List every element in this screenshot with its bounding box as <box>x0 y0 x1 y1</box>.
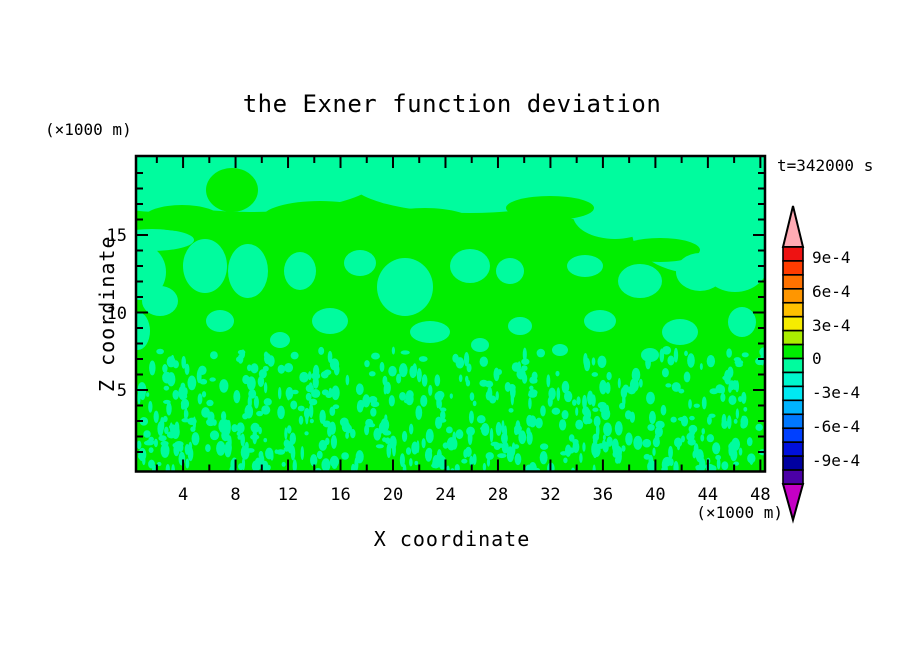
colorbar-segment <box>782 413 804 430</box>
x-tick-label: 24 <box>435 485 456 505</box>
field <box>136 156 765 472</box>
x-tick-label: 16 <box>330 485 351 505</box>
colorbar-tick-label: 0 <box>812 349 822 369</box>
colorbar-segment <box>782 246 804 262</box>
x-tick-label: 40 <box>645 485 666 505</box>
colorbar-segment <box>782 455 804 471</box>
y-tick-label: 15 <box>106 226 127 246</box>
x-tick-label: 20 <box>382 485 404 505</box>
colorbar-segment <box>782 469 804 485</box>
colorbar-segment <box>782 399 804 416</box>
colorbar-segment <box>782 441 804 457</box>
colorbar-tick-label: -3e-4 <box>812 383 861 403</box>
x-tick-label: 12 <box>277 485 299 505</box>
plot-frame <box>134 154 767 473</box>
x-tick-label: 32 <box>540 485 561 505</box>
y-tick-label: 5 <box>116 381 127 401</box>
time-annotation: t=342000 s <box>777 156 874 175</box>
colorbar-tick-label: -6e-4 <box>812 417 861 437</box>
colorbar-segment <box>782 371 804 388</box>
colorbar-segment <box>782 343 804 360</box>
colorbar-segment <box>782 274 804 290</box>
colorbar-segment <box>782 357 804 374</box>
x-tick-label: 36 <box>592 485 614 505</box>
colorbar-segment <box>782 315 804 332</box>
x-tick-label: 48 <box>750 485 771 505</box>
colorbar-segment <box>782 427 804 443</box>
colorbar-tick-label: 6e-4 <box>812 281 851 301</box>
chart-title: the Exner function deviation <box>242 90 662 118</box>
x-axis-unit-label: (×1000 m) <box>696 503 783 522</box>
x-tick-label: 28 <box>487 485 509 505</box>
colorbar-segment <box>782 329 804 346</box>
x-tick-label: 8 <box>230 485 241 505</box>
colorbar-over-arrow <box>781 205 805 248</box>
x-tick-label: 4 <box>177 485 189 505</box>
y-tick-label: 10 <box>106 303 127 324</box>
colorbar-tick-label: -9e-4 <box>812 450 861 470</box>
colorbar-tick-label: 9e-4 <box>812 248 851 267</box>
colorbar-segment <box>782 260 804 276</box>
colorbar <box>781 205 805 524</box>
y-axis-unit-label: (×1000 m) <box>45 120 132 139</box>
colorbar-segment <box>782 385 804 402</box>
x-axis-title: X coordinate <box>373 527 531 551</box>
colorbar-segment <box>782 288 804 304</box>
colorbar-segment <box>782 301 804 318</box>
x-tick-label: 44 <box>697 485 719 505</box>
colorbar-tick-label: 3e-4 <box>812 315 851 335</box>
